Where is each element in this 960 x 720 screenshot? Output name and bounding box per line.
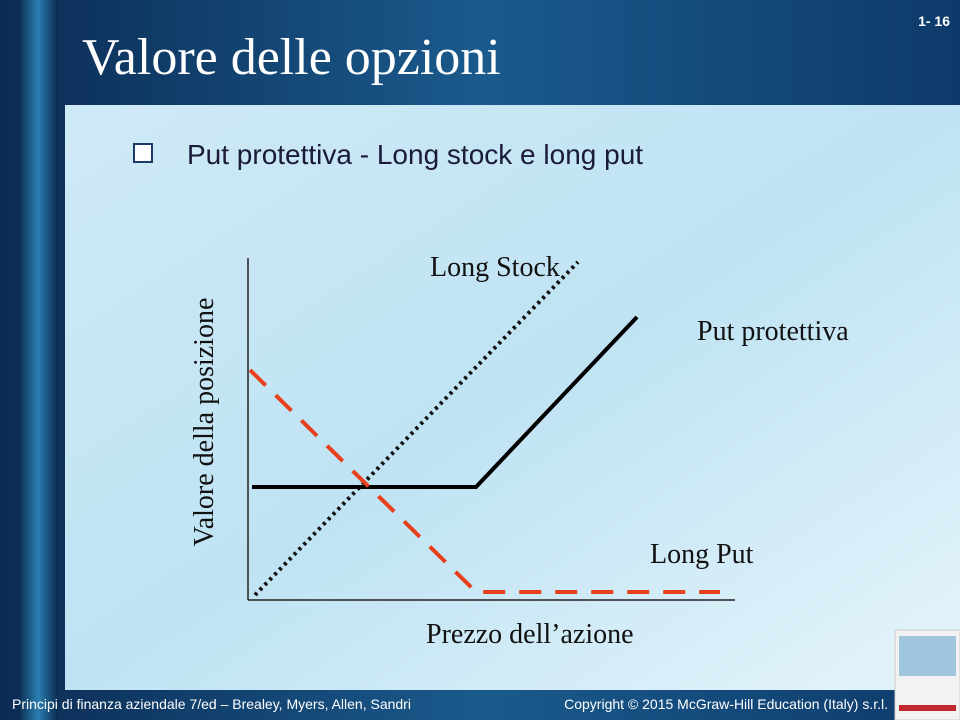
slide-number: 1- 16 bbox=[918, 13, 950, 29]
content-panel bbox=[65, 105, 960, 690]
protective-put-line bbox=[252, 315, 639, 489]
y-axis-label: Valore della posizione bbox=[189, 298, 220, 547]
long-put-line bbox=[248, 368, 720, 594]
slide-title: Valore delle opzioni bbox=[82, 29, 501, 86]
footer-left: Principi di finanza aziendale 7/ed – Bre… bbox=[12, 696, 411, 712]
book-cover-art bbox=[899, 636, 956, 676]
long-stock-line bbox=[253, 260, 580, 597]
label-protective-put: Put protettiva bbox=[697, 316, 849, 347]
side-strip bbox=[18, 0, 58, 720]
bullet-icon bbox=[133, 143, 153, 163]
footer-right: Copyright © 2015 McGraw-Hill Education (… bbox=[564, 696, 888, 712]
x-axis-label: Prezzo dell’azione bbox=[426, 619, 634, 650]
label-long-stock: Long Stock bbox=[430, 252, 560, 283]
label-long-put: Long Put bbox=[650, 539, 754, 570]
bullet-text: Put protettiva - Long stock e long put bbox=[187, 139, 643, 170]
book-cover-band bbox=[899, 705, 956, 711]
